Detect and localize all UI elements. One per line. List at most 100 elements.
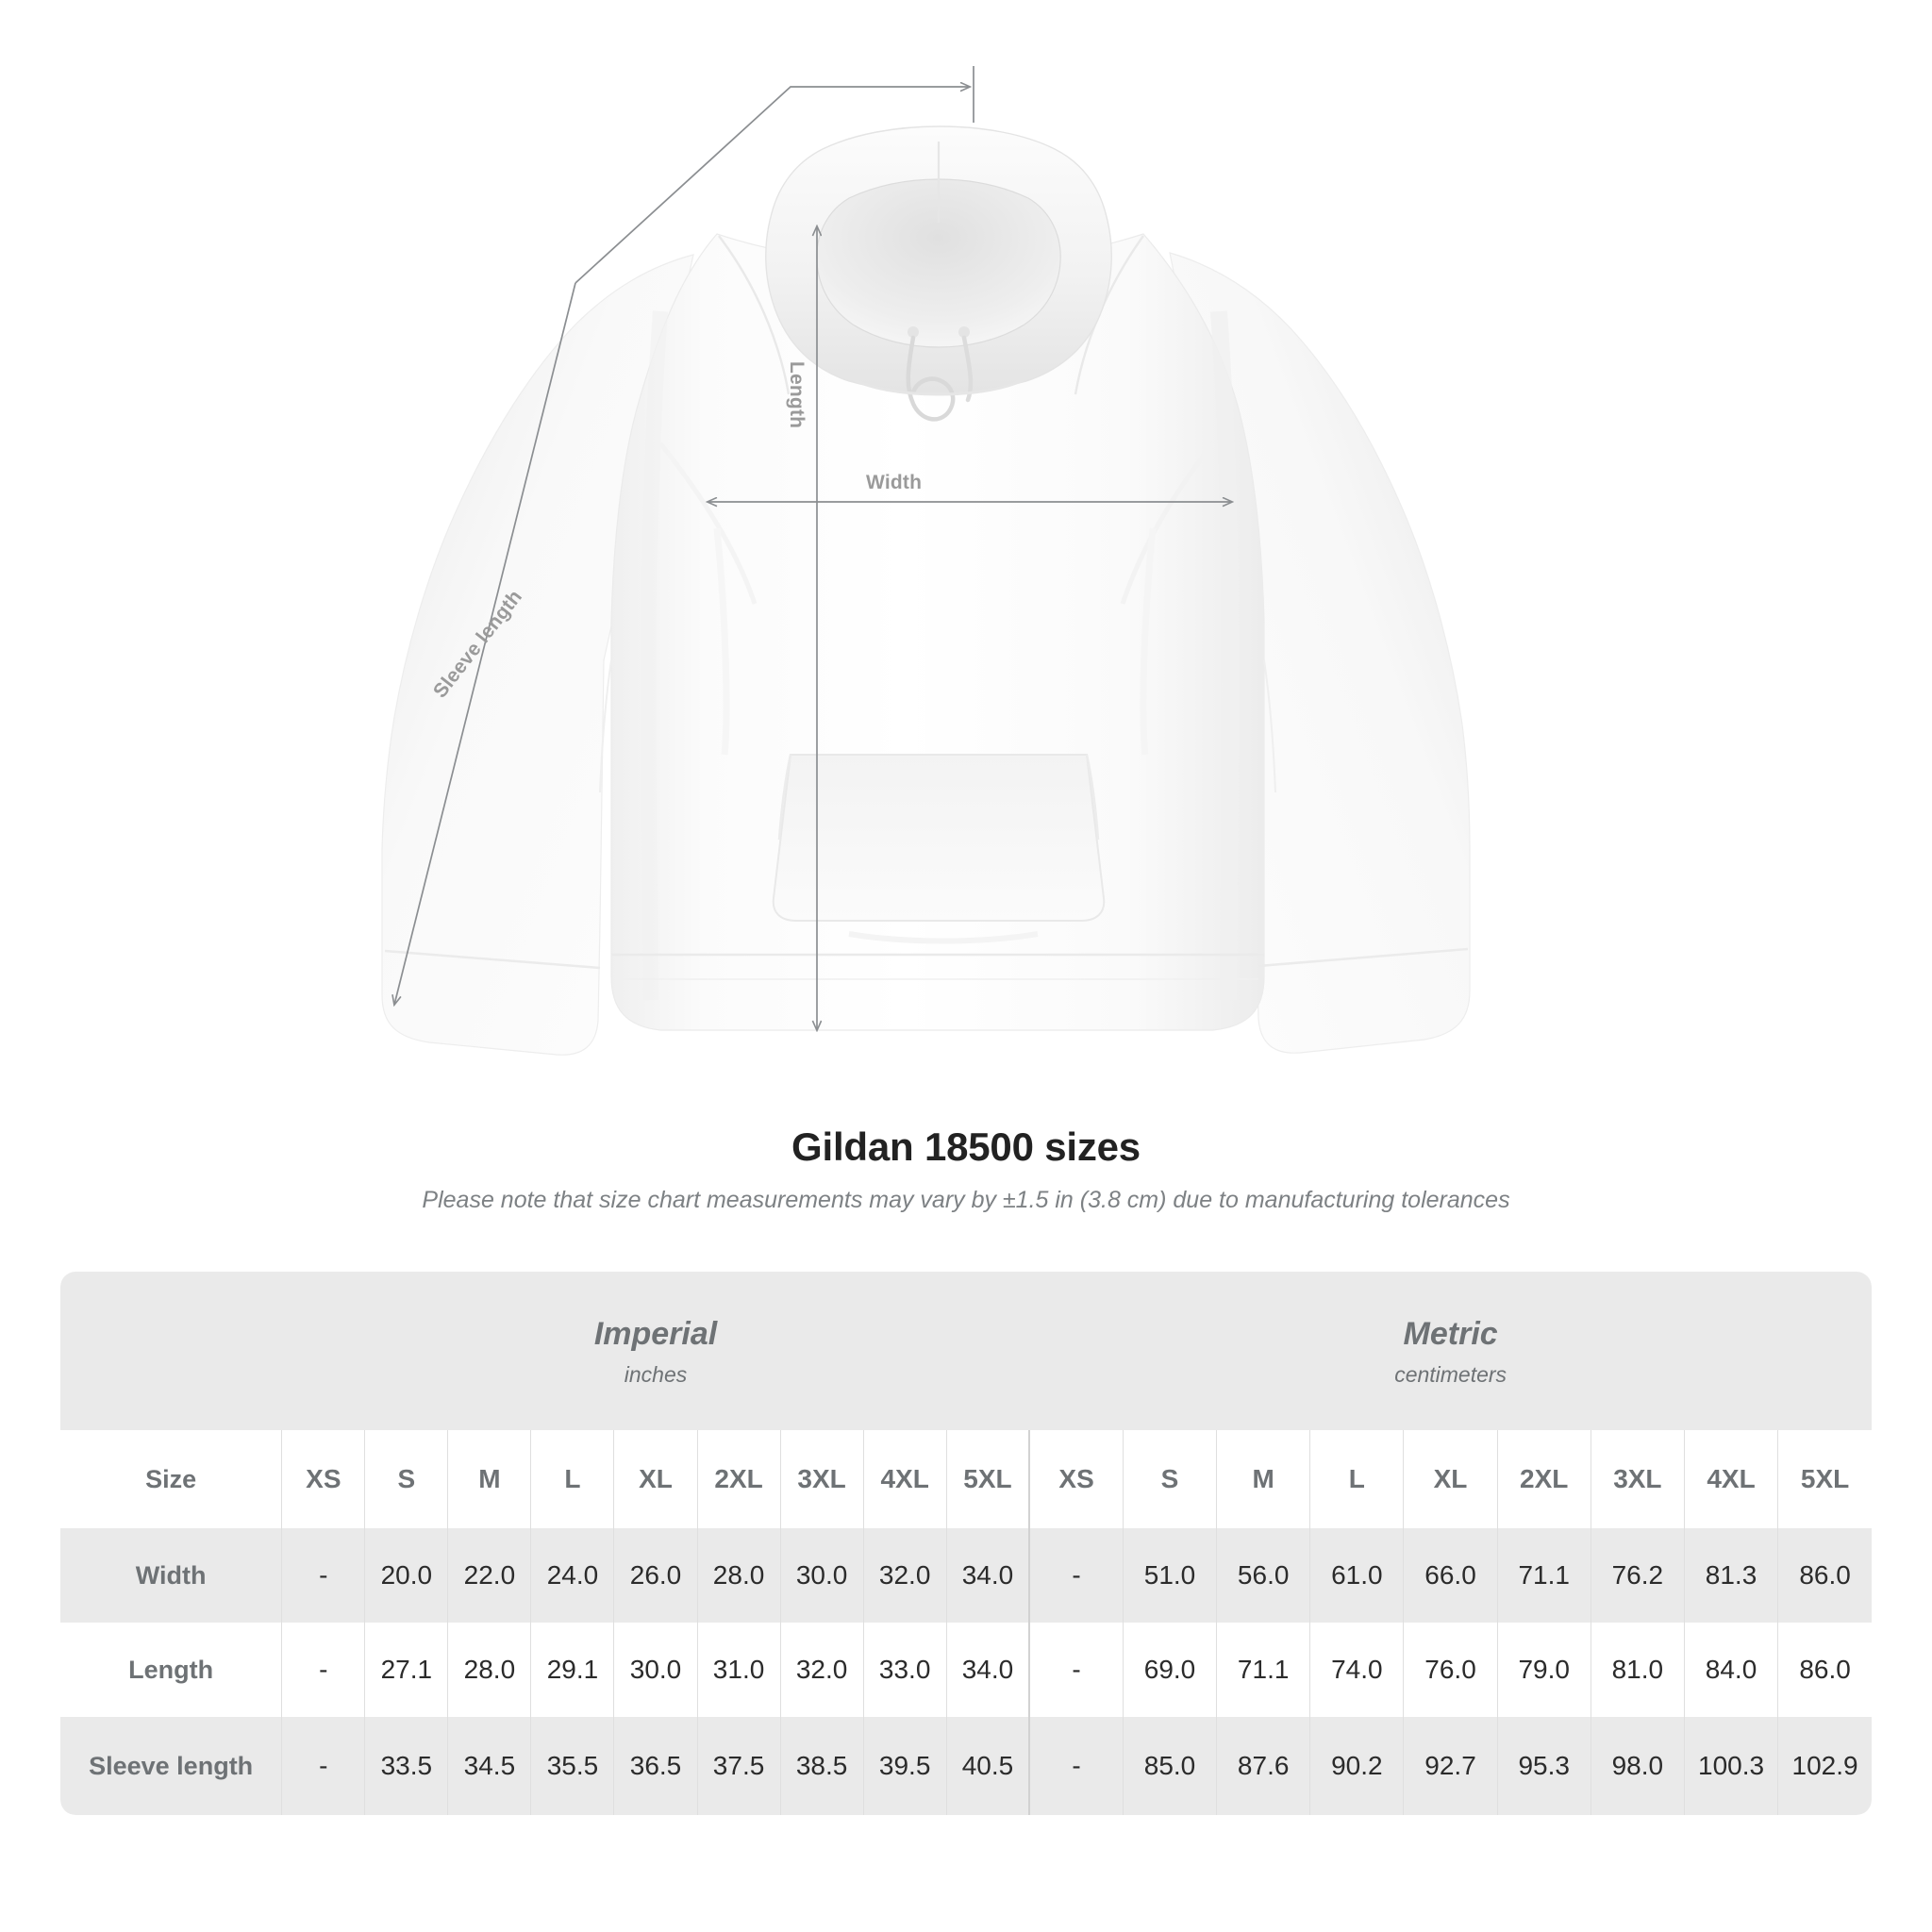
row-label-length: Length: [60, 1623, 282, 1717]
width-imperial-xl: 26.0: [613, 1528, 698, 1623]
width-metric-l: 61.0: [1309, 1528, 1404, 1623]
unit-header-spacer: [60, 1272, 282, 1430]
sleeve-metric-xl: 92.7: [1403, 1717, 1498, 1815]
size-header-imperial-xs: XS: [281, 1430, 365, 1528]
sleeve-imperial-4xl: 39.5: [862, 1717, 947, 1815]
size-header-metric-xs: XS: [1028, 1430, 1124, 1528]
length-imperial-3xl: 32.0: [779, 1623, 864, 1717]
sleeve-imperial-5xl: 40.5: [945, 1717, 1030, 1815]
width-imperial-4xl: 32.0: [862, 1528, 947, 1623]
width-imperial-5xl: 34.0: [945, 1528, 1030, 1623]
length-imperial-xs: -: [281, 1623, 365, 1717]
length-metric-l: 74.0: [1309, 1623, 1404, 1717]
width-imperial-xs: -: [281, 1528, 365, 1623]
width-imperial-m: 22.0: [447, 1528, 531, 1623]
sleeve-metric-xs: -: [1028, 1717, 1124, 1815]
width-imperial-s: 20.0: [364, 1528, 448, 1623]
length-metric-3xl: 81.0: [1590, 1623, 1685, 1717]
sleeve-metric-5xl: 102.9: [1777, 1717, 1872, 1815]
size-header-metric-s: S: [1122, 1430, 1217, 1528]
length-metric-m: 71.1: [1216, 1623, 1310, 1717]
width-imperial-l: 24.0: [530, 1528, 614, 1623]
length-imperial-2xl: 31.0: [696, 1623, 781, 1717]
tolerance-note: Please note that size chart measurements…: [422, 1187, 1510, 1213]
sleeve-leader-line: [575, 87, 970, 284]
size-header-imperial-xl: XL: [613, 1430, 698, 1528]
unit-name-imperial: Imperial: [593, 1316, 718, 1353]
unit-sub-metric: centimeters: [1394, 1361, 1507, 1387]
length-imperial-4xl: 33.0: [862, 1623, 947, 1717]
size-header-metric-2xl: 2XL: [1496, 1430, 1591, 1528]
width-label: Width: [866, 472, 923, 493]
size-header-metric-l: L: [1309, 1430, 1404, 1528]
width-metric-m: 56.0: [1216, 1528, 1310, 1623]
width-metric-s: 51.0: [1122, 1528, 1217, 1623]
size-header-imperial-5xl: 5XL: [945, 1430, 1030, 1528]
width-metric-xl: 66.0: [1403, 1528, 1498, 1623]
length-metric-5xl: 86.0: [1777, 1623, 1872, 1717]
sleeve-imperial-xs: -: [281, 1717, 365, 1815]
sleeve-metric-s: 85.0: [1122, 1717, 1217, 1815]
length-label: Length: [786, 361, 808, 429]
length-imperial-l: 29.1: [530, 1623, 614, 1717]
size-column-label: Size: [60, 1430, 282, 1528]
size-header-row: Size XS S M L XL 2XL 3XL 4XL 5XL XS S M …: [60, 1430, 1872, 1528]
width-metric-3xl: 76.2: [1590, 1528, 1685, 1623]
row-label-sleeve-length: Sleeve length: [60, 1717, 282, 1815]
sleeve-imperial-m: 34.5: [447, 1717, 531, 1815]
length-metric-s: 69.0: [1122, 1623, 1217, 1717]
size-header-imperial-4xl: 4XL: [862, 1430, 947, 1528]
unit-header-metric: Metric centimeters: [1029, 1272, 1872, 1430]
length-imperial-xl: 30.0: [613, 1623, 698, 1717]
width-metric-4xl: 81.3: [1683, 1528, 1778, 1623]
length-metric-2xl: 79.0: [1496, 1623, 1591, 1717]
page-title: Gildan 18500 sizes: [791, 1124, 1141, 1169]
table-row: Length - 27.1 28.0 29.1 30.0 31.0 32.0 3…: [60, 1623, 1872, 1717]
width-metric-5xl: 86.0: [1777, 1528, 1872, 1623]
size-header-imperial-2xl: 2XL: [696, 1430, 781, 1528]
table-row: Width - 20.0 22.0 24.0 26.0 28.0 30.0 32…: [60, 1528, 1872, 1623]
sleeve-metric-3xl: 98.0: [1590, 1717, 1685, 1815]
size-header-metric-xl: XL: [1403, 1430, 1498, 1528]
title-block: Gildan 18500 sizes Please note that size…: [0, 1124, 1932, 1214]
unit-name-metric: Metric: [1403, 1316, 1498, 1353]
size-table-container: Imperial inches Metric centimeters Size …: [60, 1272, 1872, 1815]
size-table: Imperial inches Metric centimeters Size …: [60, 1272, 1872, 1815]
width-metric-xs: -: [1028, 1528, 1124, 1623]
size-header-imperial-s: S: [364, 1430, 448, 1528]
length-imperial-5xl: 34.0: [945, 1623, 1030, 1717]
size-header-metric-m: M: [1216, 1430, 1310, 1528]
sleeve-metric-l: 90.2: [1309, 1717, 1404, 1815]
size-header-metric-3xl: 3XL: [1590, 1430, 1685, 1528]
unit-header-row: Imperial inches Metric centimeters: [60, 1272, 1872, 1430]
size-header-imperial-m: M: [447, 1430, 531, 1528]
width-imperial-3xl: 30.0: [779, 1528, 864, 1623]
hoodie-illustration: [381, 66, 1471, 1056]
garment-diagram: Length Width Sleeve length: [381, 66, 1471, 1056]
sleeve-imperial-2xl: 37.5: [696, 1717, 781, 1815]
sleeve-imperial-xl: 36.5: [613, 1717, 698, 1815]
length-metric-4xl: 84.0: [1683, 1623, 1778, 1717]
table-row: Sleeve length - 33.5 34.5 35.5 36.5 37.5…: [60, 1717, 1872, 1815]
size-header-metric-5xl: 5XL: [1777, 1430, 1872, 1528]
width-imperial-2xl: 28.0: [696, 1528, 781, 1623]
sleeve-metric-2xl: 95.3: [1496, 1717, 1591, 1815]
length-imperial-m: 28.0: [447, 1623, 531, 1717]
size-header-imperial-3xl: 3XL: [779, 1430, 864, 1528]
length-imperial-s: 27.1: [364, 1623, 448, 1717]
size-header-imperial-l: L: [530, 1430, 614, 1528]
length-metric-xl: 76.0: [1403, 1623, 1498, 1717]
sleeve-imperial-s: 33.5: [364, 1717, 448, 1815]
size-header-metric-4xl: 4XL: [1683, 1430, 1778, 1528]
row-label-width: Width: [60, 1528, 282, 1623]
unit-sub-imperial: inches: [624, 1361, 688, 1387]
width-metric-2xl: 71.1: [1496, 1528, 1591, 1623]
sleeve-metric-m: 87.6: [1216, 1717, 1310, 1815]
sleeve-imperial-l: 35.5: [530, 1717, 614, 1815]
sleeve-dimension-line: [394, 282, 576, 1005]
length-metric-xs: -: [1028, 1623, 1124, 1717]
unit-header-imperial: Imperial inches: [281, 1272, 1030, 1430]
sleeve-imperial-3xl: 38.5: [779, 1717, 864, 1815]
sleeve-metric-4xl: 100.3: [1683, 1717, 1778, 1815]
